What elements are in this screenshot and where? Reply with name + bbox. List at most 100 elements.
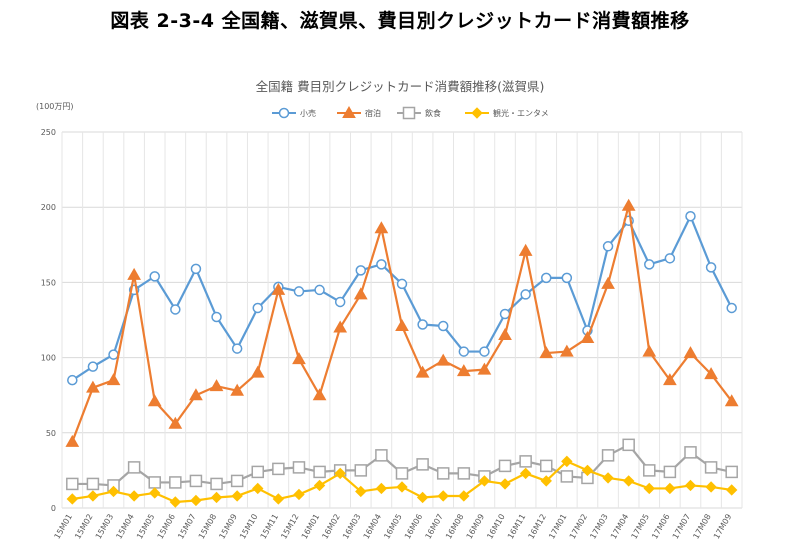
legend-marker-4: [471, 107, 483, 119]
data-point-s2-16M05: [395, 319, 409, 332]
x-tick-label-17M09: 17M09: [712, 513, 733, 541]
data-point-s2-17M03: [601, 276, 615, 289]
data-point-s3-15M05: [148, 476, 161, 489]
data-point-s4-17M02: [581, 464, 594, 477]
data-point-s4-16M03: [355, 485, 367, 498]
data-point-s2-17M06: [663, 373, 677, 386]
data-point-s2-15M02: [86, 380, 100, 393]
series-1: [67, 210, 737, 386]
data-point-s4-15M11: [272, 493, 285, 505]
data-point-s3-15M01: [66, 477, 79, 491]
data-point-s4-16M11: [519, 467, 532, 480]
x-tick-label-16M02: 16M02: [320, 513, 341, 541]
data-point-s4-15M01: [66, 493, 79, 505]
data-point-s2-15M03: [106, 373, 121, 386]
data-point-s3-16M06: [416, 458, 429, 471]
data-point-s4-17M05: [643, 482, 655, 495]
data-point-s2-16M09: [477, 362, 492, 375]
data-point-s4-15M05: [149, 487, 161, 499]
data-point-s3-17M07: [684, 446, 697, 459]
legend: 小売 宿泊 飲食 観光・エンタメ: [272, 105, 549, 120]
y-axis-ticks: 0 50 100 150 200 250: [41, 128, 56, 513]
data-point-s3-16M11: [519, 455, 532, 468]
data-point-s2-16M12: [539, 346, 554, 359]
data-point-s1-17M03: [602, 241, 614, 252]
data-point-s2-16M02: [333, 320, 348, 333]
data-point-s1-16M09: [479, 346, 490, 357]
data-point-s2-17M08: [704, 367, 718, 380]
data-point-s3-17M06: [663, 465, 677, 479]
data-point-s1-17M07: [685, 210, 696, 222]
chart-title: 全国籍 費目別クレジットカード消費額推移(滋賀県): [255, 79, 545, 94]
data-point-s2-15M09: [230, 383, 245, 396]
x-tick-label-17M08: 17M08: [691, 513, 712, 541]
x-tick-label-16M08: 16M08: [444, 513, 465, 541]
data-point-s4-16M09: [478, 475, 491, 487]
data-point-s3-15M10: [251, 465, 265, 479]
data-point-s3-15M12: [292, 461, 306, 474]
data-point-s3-15M06: [169, 476, 182, 489]
data-point-s4-15M10: [252, 482, 264, 495]
legend-label-3: 飲食: [425, 108, 441, 118]
data-point-s2-16M06: [415, 365, 430, 378]
x-tick-label-16M03: 16M03: [341, 513, 362, 541]
data-point-s4-15M02: [87, 490, 99, 502]
data-point-s3-15M11: [272, 462, 285, 476]
data-point-s2-17M04: [621, 198, 636, 211]
x-tick-label-15M06: 15M06: [156, 513, 177, 541]
data-point-s1-16M02: [334, 296, 346, 308]
data-point-s2-15M11: [271, 282, 286, 295]
data-point-s2-15M06: [168, 416, 183, 429]
data-point-s3-16M08: [457, 467, 471, 480]
x-tick-label-16M05: 16M05: [382, 513, 403, 541]
figure-heading: 図表 2-3-4 全国籍、滋賀県、費目別クレジットカード消費額推移: [110, 10, 690, 32]
data-point-s4-16M07: [437, 490, 449, 502]
data-point-s4-16M12: [540, 475, 552, 487]
data-point-s1-17M06: [664, 253, 676, 264]
data-point-s4-16M10: [499, 478, 511, 490]
y-tick-label-150: 150: [41, 278, 56, 287]
data-point-s1-15M06: [170, 304, 181, 315]
data-point-s4-15M06: [169, 496, 182, 508]
x-tick-label-15M05: 15M05: [135, 513, 156, 541]
y-tick-label-100: 100: [41, 354, 56, 363]
data-point-s3-16M12: [539, 459, 553, 473]
data-point-s3-17M04: [622, 438, 635, 452]
data-point-s1-17M09: [726, 302, 737, 314]
data-point-s1-16M06: [417, 319, 428, 330]
x-tick-label-15M11: 15M11: [259, 513, 280, 541]
data-point-s4-16M05: [396, 481, 408, 493]
series-group: [65, 198, 739, 508]
data-point-s1-16M08: [458, 346, 470, 357]
series-2: [65, 198, 739, 447]
series-3: [66, 438, 738, 492]
data-point-s3-16M10: [498, 459, 512, 473]
data-point-s2-15M04: [127, 267, 141, 280]
data-point-s1-16M12: [540, 272, 552, 284]
data-point-s1-15M12: [293, 286, 305, 297]
data-point-s4-17M09: [725, 484, 738, 496]
data-point-s2-16M01: [312, 388, 327, 401]
x-tick-label-16M01: 16M01: [300, 513, 321, 541]
data-point-s2-17M07: [683, 346, 698, 359]
data-point-s2-16M10: [498, 328, 512, 341]
data-point-s2-15M07: [189, 388, 203, 401]
data-point-s2-17M05: [642, 344, 657, 357]
x-tick-label-15M12: 15M12: [279, 513, 300, 541]
x-tick-label-16M07: 16M07: [424, 513, 445, 541]
y-tick-label-200: 200: [41, 203, 56, 212]
x-tick-label-17M07: 17M07: [671, 513, 692, 541]
x-tick-label-17M02: 17M02: [568, 513, 589, 541]
data-point-s2-17M01: [559, 344, 574, 357]
data-point-s2-15M08: [209, 379, 224, 392]
data-point-s4-16M08: [458, 490, 470, 502]
data-point-s3-17M08: [704, 461, 718, 474]
x-tick-label-15M01: 15M01: [53, 513, 74, 541]
data-point-s1-15M02: [87, 361, 99, 372]
x-tick-label-17M01: 17M01: [547, 513, 568, 541]
legend-label-2: 宿泊: [365, 108, 381, 118]
data-point-s2-16M04: [374, 221, 389, 234]
data-point-s1-15M05: [149, 271, 160, 282]
x-axis-ticks: 15M01 15M02 15M03 15M04 15M05 15M06 15M07 15M08…: [53, 513, 734, 541]
data-point-s4-17M06: [664, 482, 676, 495]
